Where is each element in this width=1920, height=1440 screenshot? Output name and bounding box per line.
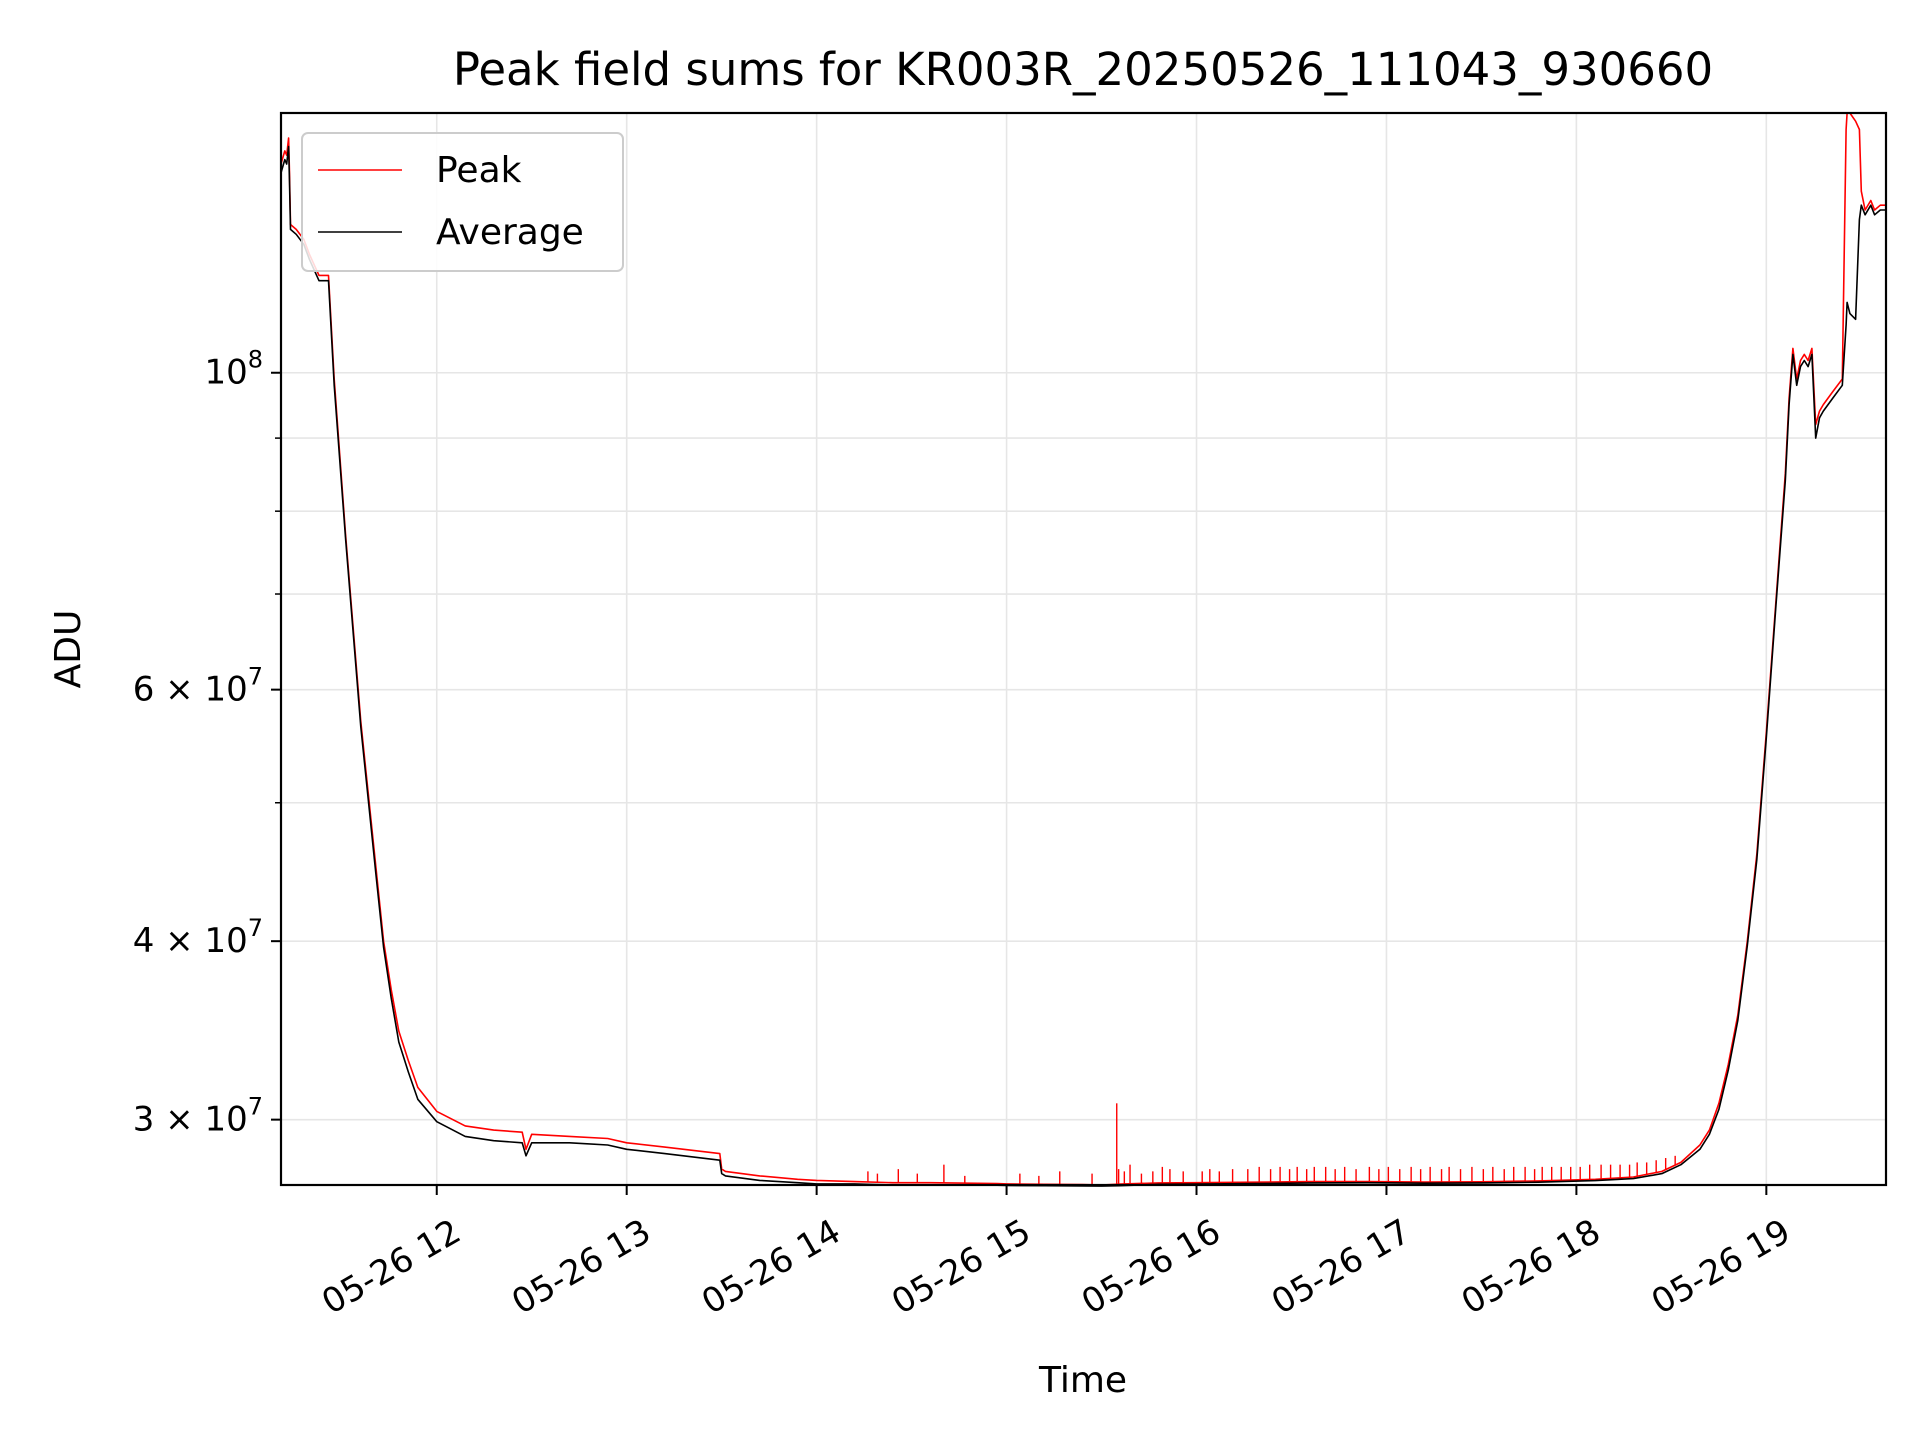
axes-frame (279, 111, 1888, 1187)
y-tick-base: 10 (204, 353, 247, 393)
legend-label-average: Average (436, 212, 584, 253)
grid-layer (281, 113, 1886, 1185)
y-tick-label: 108 (204, 346, 263, 393)
y-tick-exponent: 7 (248, 914, 263, 942)
y-tick-mantissa: 3 × (133, 1100, 205, 1140)
legend-box (301, 132, 624, 272)
legend: Peak Average (301, 132, 624, 272)
y-tick-label: 4 × 107 (133, 914, 263, 961)
legend-label-peak: Peak (436, 150, 522, 191)
y-tick-base: 10 (204, 670, 247, 710)
y-tick-label: 3 × 107 (133, 1093, 263, 1140)
y-tick-base: 10 (204, 921, 247, 961)
y-tick-exponent: 8 (248, 346, 263, 374)
y-axis-label: ADU (48, 610, 89, 689)
y-tick-label: 6 × 107 (133, 663, 263, 710)
y-tick-mantissa: 6 × (133, 670, 205, 710)
y-tick-base: 10 (204, 1100, 247, 1140)
x-axis-label: Time (1038, 1360, 1127, 1401)
chart-title: Peak field sums for KR003R_20250526_1110… (453, 43, 1713, 96)
y-tick-exponent: 7 (248, 663, 263, 691)
y-tick-exponent: 7 (248, 1093, 263, 1121)
y-tick-mantissa: 4 × (133, 921, 205, 961)
